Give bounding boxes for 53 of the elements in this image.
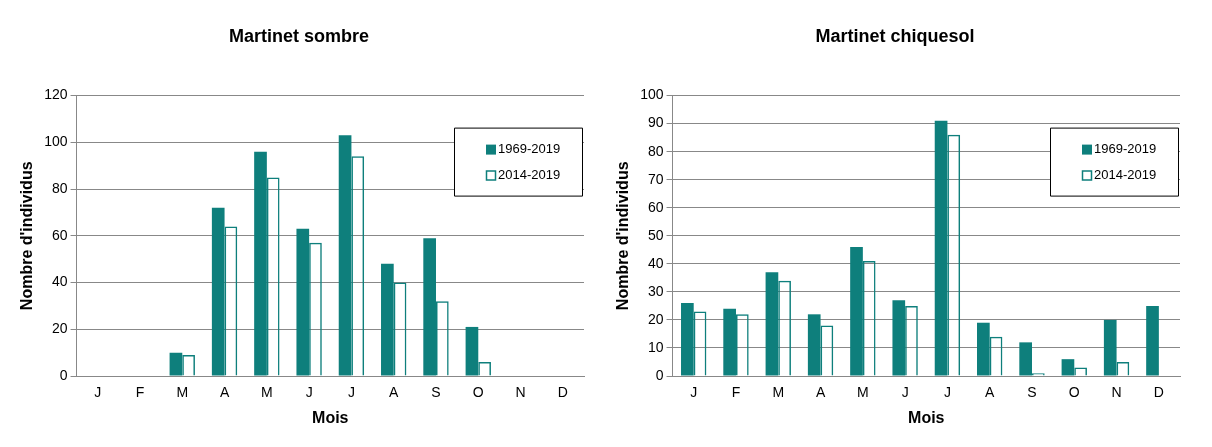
x-tick-label: A [985,384,996,401]
x-tick-label: J [901,384,909,401]
y-tick-label: 30 [647,282,664,299]
y-axis-title: Nombre d'individus [18,161,36,311]
y-tick-label: 20 [51,320,68,337]
y-tick-label: 80 [51,179,68,196]
y-tick-label: 0 [59,366,68,383]
x-tick-label: N [515,384,526,401]
y-tick-label: 60 [51,226,68,243]
chart-title: Martinet sombre [228,25,370,46]
chart-title: Martinet chiquesol [815,25,975,46]
x-tick-label: J [347,384,355,401]
x-tick-label: S [431,384,441,401]
y-tick-label: 0 [655,366,664,383]
x-tick-label: D [1153,384,1164,401]
x-tick-label: A [815,384,826,401]
x-tick-label: A [389,384,400,401]
bar [1146,305,1159,376]
y-tick-label: 100 [44,133,68,150]
y-tick-label: 40 [647,254,664,271]
y-tick-label: 120 [44,86,68,103]
x-axis-title: Mois [908,408,945,426]
legend-label: 2014-2019 [498,167,561,183]
x-tick-label: O [1068,384,1080,401]
x-tick-label: M [772,384,785,401]
y-tick-label: 90 [647,114,664,131]
x-tick-label: F [731,384,741,401]
legend-label: 1969-2019 [498,141,561,157]
legend-label: 2014-2019 [1094,167,1157,183]
x-tick-label: J [943,384,951,401]
y-tick-label: 50 [647,226,664,243]
y-tick-label: 60 [647,198,664,215]
x-tick-label: J [690,384,698,401]
x-tick-label: J [305,384,313,401]
y-tick-label: 10 [647,338,664,355]
x-tick-label: M [176,384,189,401]
x-tick-label: M [857,384,869,401]
x-tick-label: A [219,384,230,401]
y-tick-label: 70 [647,170,664,187]
legend-label: 1969-2019 [1094,141,1157,157]
x-tick-label: O [472,384,484,401]
y-tick-label: 80 [647,142,664,159]
y-tick-label: 20 [647,310,664,327]
x-tick-label: N [1111,384,1122,401]
y-tick-label: 40 [51,273,68,290]
y-tick-label: 100 [640,86,664,103]
x-tick-label: D [557,384,568,401]
x-tick-label: M [261,384,273,401]
x-tick-label: S [1027,384,1037,401]
x-tick-label: J [94,384,102,401]
x-axis-title: Mois [312,408,349,426]
x-tick-label: F [135,384,145,401]
y-axis-title: Nombre d'individus [614,161,632,311]
